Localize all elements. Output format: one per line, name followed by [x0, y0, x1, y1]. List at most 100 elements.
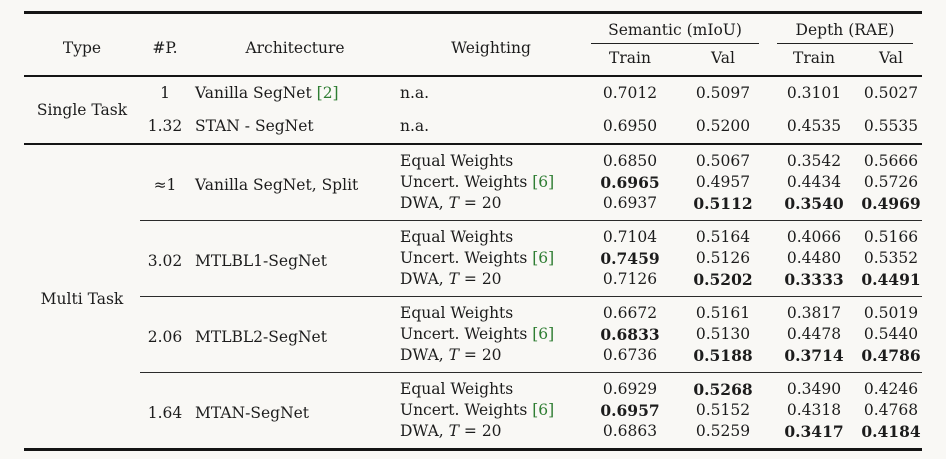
weighting-text: Uncert. Weights [400, 249, 533, 267]
col-header-depth-val: Val [860, 44, 923, 77]
weighting-label: DWA, T = 20 [400, 269, 582, 297]
weighting-label: Uncert. Weights [6] [400, 400, 582, 421]
metric-value: 0.5126 [695, 249, 751, 267]
col-header-depth-train: Train [768, 44, 861, 77]
weighting-label: DWA, T = 20 [400, 421, 582, 450]
weighting-text: Equal Weights [400, 228, 514, 246]
table-body: Single Task 1 Vanilla SegNet [2] n.a. 0.7012… [24, 76, 923, 450]
weighting-label: Uncert. Weights [6] [400, 172, 582, 193]
header-row-sub: Train Val Train Val [24, 44, 923, 77]
weighting-text: n.a. [400, 84, 430, 102]
metric-value: 0.7459 [600, 249, 660, 268]
citation-link[interactable]: [6] [532, 249, 555, 267]
metric-value: 0.5188 [693, 346, 753, 365]
weighting-text: DWA, [400, 270, 449, 288]
metric-value: 0.4066 [768, 220, 861, 248]
weighting-text: Equal Weights [400, 152, 514, 170]
col-header-type: Type [24, 12, 140, 77]
architecture-text: STAN - SegNet [195, 117, 314, 135]
weighting-text: Uncert. Weights [400, 173, 533, 191]
metric-value: 0.5166 [860, 220, 923, 248]
weighting-label: DWA, T = 20 [400, 193, 582, 221]
metric-value: 0.6950 [602, 117, 658, 135]
metric-value: 0.7012 [602, 84, 658, 102]
weighting-text: = 20 [458, 346, 502, 364]
weighting-text: Uncert. Weights [400, 401, 533, 419]
metric-value: 0.5112 [693, 194, 753, 213]
architecture-text: Vanilla SegNet, Split [195, 176, 359, 194]
table-row: DWA, T = 20 0.6937 0.5112 0.3540 0.4969 [24, 193, 922, 221]
table-row: Uncert. Weights [6] 0.7459 0.5126 0.4480 0.5… [24, 248, 922, 269]
metric-value: 0.3817 [768, 296, 861, 324]
col-header-params: #P. [140, 12, 190, 77]
metric-value: 0.4491 [861, 270, 921, 289]
weighting-text: DWA, [400, 346, 449, 364]
architecture-name: MTLBL2-SegNet [190, 296, 400, 373]
metric-value: 0.4480 [786, 249, 842, 267]
table-row: DWA, T = 20 0.6863 0.5259 0.3417 0.4184 [24, 421, 922, 450]
weighting-label: Equal Weights [400, 372, 582, 400]
citation-link[interactable]: [6] [532, 401, 555, 419]
params-value: 3.02 [140, 220, 190, 297]
table-row: Multi Task ≈1 Vanilla SegNet, Split Equal W… [24, 143, 923, 450]
weighting-math-var: T [448, 270, 459, 288]
weighting-math-var: T [448, 422, 459, 440]
type-label: Multi Task [24, 143, 140, 450]
table-header: Type #P. Architecture Weighting Semantic… [24, 12, 923, 77]
metric-value: 0.5019 [860, 296, 923, 324]
group-header-depth: Depth (RAE) [768, 13, 922, 44]
metric-value: 0.6833 [600, 325, 660, 344]
weighting-text: Uncert. Weights [400, 325, 533, 343]
results-table: Type #P. Architecture Weighting Semantic… [24, 11, 923, 451]
metric-value: 0.6957 [600, 401, 660, 420]
citation-link[interactable]: [6] [532, 173, 555, 191]
metric-value: 0.3417 [784, 422, 844, 441]
table-row: 2.06 MTLBL2-SegNet Equal Weights 0.6672 0.51… [24, 296, 923, 373]
architecture-name: Vanilla SegNet [2] [190, 76, 400, 110]
metric-value: 0.5259 [695, 422, 751, 440]
metric-value: 0.4478 [786, 325, 842, 343]
architecture-text: MTLBL1-SegNet [195, 252, 327, 270]
params-value: 1 [160, 84, 170, 102]
weighting-text: = 20 [458, 422, 502, 440]
type-label: Single Task [36, 100, 128, 119]
weighting-text: Equal Weights [400, 304, 514, 322]
metric-value: 0.5164 [678, 220, 769, 248]
metric-value: 0.3542 [768, 143, 861, 172]
table-row: Uncert. Weights [6] 0.6965 0.4957 0.4434 0.5… [24, 172, 922, 193]
params-value: 2.06 [140, 296, 190, 373]
table-row: 1.64 MTAN-SegNet Equal Weights 0.6929 0.5268… [24, 372, 923, 450]
params-value: 1.64 [140, 372, 190, 450]
metric-value: 0.5535 [863, 117, 919, 135]
col-header-semantic-val: Val [678, 44, 769, 77]
weighting-label: Equal Weights [400, 220, 582, 248]
metric-value: 0.4768 [863, 401, 919, 419]
metric-value: 0.7126 [602, 270, 658, 288]
weighting-text: = 20 [458, 270, 502, 288]
architecture-text: Vanilla SegNet [195, 84, 317, 102]
metric-value: 0.6850 [582, 143, 678, 172]
architecture-name: STAN - SegNet [190, 110, 400, 144]
metric-value: 0.6863 [602, 422, 658, 440]
table-row: DWA, T = 20 0.6736 0.5188 0.3714 0.4786 [24, 345, 922, 373]
weighting-text: n.a. [400, 117, 430, 135]
col-header-weighting: Weighting [400, 12, 582, 77]
metric-value: 0.3101 [786, 84, 842, 102]
citation-link[interactable]: [6] [532, 325, 555, 343]
weighting-label: Uncert. Weights [6] [400, 324, 582, 345]
table-row: 1.32 STAN - SegNet n.a. 0.6950 0.5200 0.4535 0… [24, 110, 922, 144]
weighting-text: Equal Weights [400, 380, 514, 398]
params-value: ≈1 [140, 143, 190, 221]
architecture-name: MTAN-SegNet [190, 372, 400, 450]
col-header-semantic-train: Train [582, 44, 678, 77]
metric-value: 0.5097 [695, 84, 751, 102]
weighting-label: n.a. [400, 76, 582, 110]
metric-value: 0.5202 [693, 270, 753, 289]
weighting-label: Equal Weights [400, 296, 582, 324]
table-row: DWA, T = 20 0.7126 0.5202 0.3333 0.4491 [24, 269, 922, 297]
metric-value: 0.4246 [860, 372, 923, 400]
metric-value: 0.6937 [602, 194, 658, 212]
citation-link[interactable]: [2] [316, 84, 339, 102]
group-header-semantic: Semantic (mIoU) [582, 13, 768, 44]
